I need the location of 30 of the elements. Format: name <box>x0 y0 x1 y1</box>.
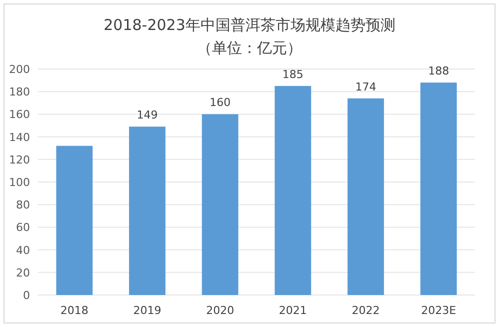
data-label: 174 <box>355 80 376 94</box>
bar <box>348 98 384 295</box>
y-tick-label: 140 <box>9 130 30 144</box>
x-tick-label: 2019 <box>133 304 162 317</box>
y-tick-label: 20 <box>16 266 30 280</box>
x-tick-label: 2023E <box>421 304 456 317</box>
x-tick-label: 2020 <box>206 304 234 317</box>
y-tick-label: 60 <box>16 221 30 234</box>
chart-subtitle: （单位：亿元） <box>197 39 302 57</box>
chart-title: 2018-2023年中国普洱茶市场规模趋势预测 <box>104 16 396 34</box>
y-tick-label: 100 <box>9 176 30 189</box>
y-tick-label: 80 <box>16 198 30 212</box>
y-tick-label: 200 <box>9 63 30 76</box>
bar <box>202 114 238 295</box>
data-label: 160 <box>210 96 231 110</box>
data-label: 149 <box>136 108 158 122</box>
bar <box>56 146 93 295</box>
data-label: 185 <box>282 68 304 81</box>
y-tick-label: 120 <box>9 153 30 166</box>
data-label: 188 <box>428 64 450 78</box>
bar <box>129 126 166 295</box>
y-tick-label: 0 <box>23 289 30 302</box>
y-tick-label: 160 <box>9 108 30 122</box>
x-tick-label: 2021 <box>278 304 307 317</box>
bar <box>274 86 312 295</box>
x-tick-label: 2018 <box>60 304 88 317</box>
y-tick-label: 40 <box>16 244 30 257</box>
x-tick-label: 2022 <box>352 304 380 317</box>
y-tick-label: 180 <box>9 86 30 99</box>
bar <box>420 82 457 295</box>
